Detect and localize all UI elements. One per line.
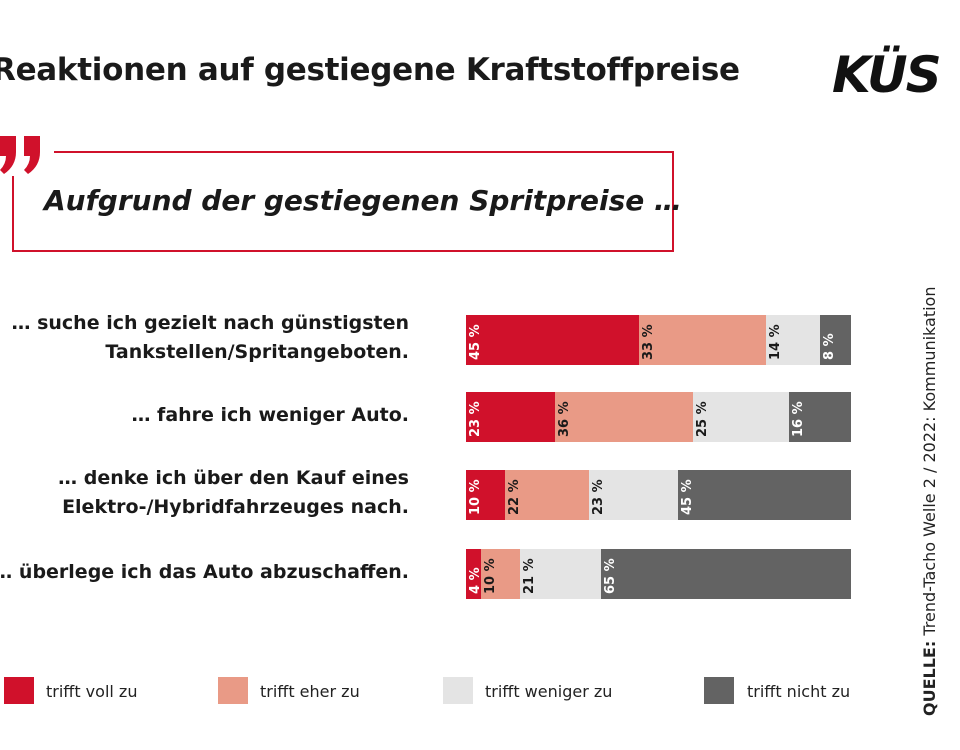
value-label: 45 % xyxy=(468,324,483,360)
bar-segment-eher xyxy=(481,549,520,599)
quote-box-border-left xyxy=(12,176,14,252)
category-label-line: … suche ich gezielt nach günstigsten xyxy=(11,312,409,334)
legend-label-eher: trifft eher zu xyxy=(260,682,360,701)
value-label: 25 % xyxy=(695,401,711,437)
value-label: 10 % xyxy=(468,479,483,515)
category-label-line: … überlege ich das Auto abzuschaffen. xyxy=(0,560,409,583)
kues-logo: KÜS xyxy=(832,46,942,104)
category-label-line: Elektro-/Hybridfahrzeuges nach. xyxy=(62,496,409,518)
category-label-line: … fahre ich weniger Auto. xyxy=(131,403,409,426)
bar-segment-voll xyxy=(466,549,482,599)
legend-swatch-nicht xyxy=(704,677,734,704)
value-label: 23 % xyxy=(591,479,607,515)
source-text: Trend-Tacho Welle 2 / 2022: xyxy=(920,416,939,636)
value-label: 33 % xyxy=(641,324,657,360)
value-label: 23 % xyxy=(468,401,483,437)
value-label: 10 % xyxy=(483,558,499,594)
bar-segment-eher xyxy=(554,392,694,442)
bar-segment-weniger xyxy=(766,315,821,365)
bar-segment-eher xyxy=(504,470,590,520)
value-label: 16 % xyxy=(791,401,807,437)
quote-box-border-top xyxy=(54,151,674,153)
legend-swatch-eher xyxy=(218,677,248,704)
bar-segment-nicht xyxy=(789,392,851,442)
category-label-line: … denke ich über den Kauf eines xyxy=(58,467,409,489)
bar-segment-weniger xyxy=(693,392,790,442)
bar-segment-weniger xyxy=(519,549,601,599)
category-label-line: Tankstellen/Spritangeboten. xyxy=(105,341,409,363)
category-label: … suche ich gezielt nach günstigsten Tank… xyxy=(0,309,409,367)
category-label: … überlege ich das Auto abzuschaffen. xyxy=(0,558,409,587)
value-label: 21 % xyxy=(521,558,537,594)
category-label: … denke ich über den Kauf eines Elektro-/… xyxy=(0,464,409,522)
quotation-mark-icon xyxy=(0,136,40,174)
source-label: QUELLE: xyxy=(920,640,939,716)
value-label: 65 % xyxy=(602,558,618,594)
value-label: 8 % xyxy=(822,333,838,360)
legend-swatch-voll xyxy=(4,677,34,704)
quote-box xyxy=(12,151,674,252)
bar-segment-eher xyxy=(639,315,767,365)
source-text-2: Kommunikation xyxy=(920,286,939,412)
category-label: … fahre ich weniger Auto. xyxy=(0,401,409,430)
legend-swatch-weniger xyxy=(443,677,473,704)
value-label: 14 % xyxy=(768,324,784,360)
bar-segment-voll xyxy=(466,392,555,442)
source-note: QUELLE: Trend-Tacho Welle 2 / 2022: Komm… xyxy=(920,287,939,717)
chart-title: Reaktionen auf gestiegene Kraftstoffprei… xyxy=(0,52,740,88)
legend-label-voll: trifft voll zu xyxy=(46,682,138,701)
bar-segment-voll xyxy=(466,315,640,365)
value-label: 22 % xyxy=(506,479,522,515)
legend-label-weniger: trifft weniger zu xyxy=(485,682,613,701)
value-label: 45 % xyxy=(679,479,695,515)
quote-text: Aufgrund der gestiegenen Spritpreise … xyxy=(44,184,683,217)
bar-segment-voll xyxy=(466,470,505,520)
bar-segment-weniger xyxy=(589,470,678,520)
value-label: 36 % xyxy=(556,401,572,437)
legend-label-nicht: trifft nicht zu xyxy=(747,682,851,701)
bar-segment-nicht xyxy=(820,315,851,365)
bar-segment-nicht xyxy=(600,549,851,599)
bar-segment-nicht xyxy=(677,470,851,520)
